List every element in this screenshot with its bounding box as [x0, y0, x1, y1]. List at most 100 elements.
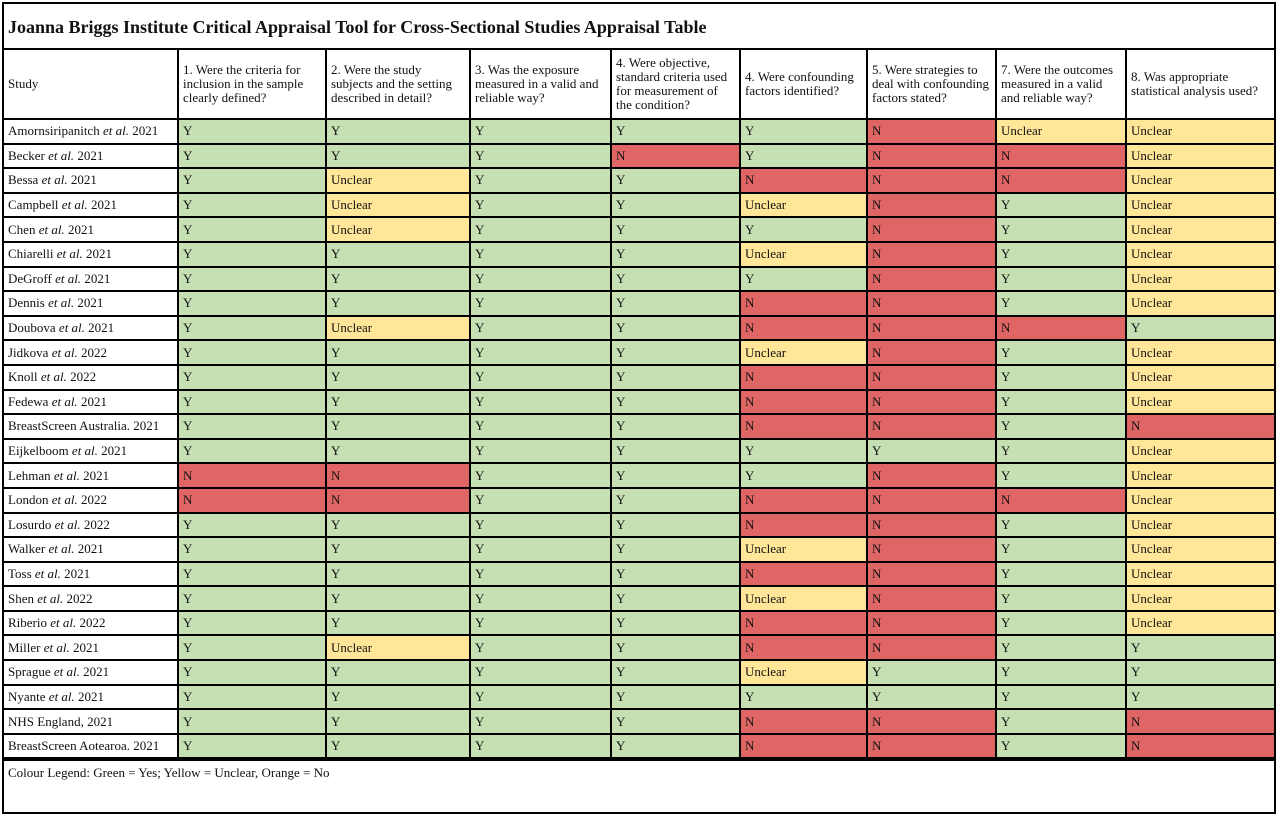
- rating-cell-q2: Y: [325, 536, 471, 563]
- rating-cell-q1: Y: [177, 609, 327, 637]
- study-author: Jidkova: [8, 344, 49, 360]
- rating-cell-q5: Unclear: [739, 240, 868, 268]
- study-cell: Sprague et al. 2021: [4, 659, 179, 686]
- rating-cell-q2: Y: [325, 290, 471, 317]
- study-etal: et al.: [43, 639, 70, 655]
- rating-cell-q1: Y: [177, 142, 327, 170]
- study-year: 2022: [79, 615, 106, 631]
- rating-cell-q1: N: [177, 462, 327, 489]
- study-year: 2021: [70, 172, 97, 188]
- rating-cell-q7: Y: [995, 265, 1127, 293]
- rating-cell-q3: Y: [469, 585, 612, 612]
- study-cell: BreastScreen Aotearoa. 2021: [4, 732, 179, 760]
- table-row: Lehman et al. 2021 N N Y Y Y N Y Unclear: [4, 462, 1274, 489]
- table-row: Shen et al. 2022 Y Y Y Y Unclear N Y Unclear: [4, 585, 1274, 612]
- study-year: 2022: [80, 492, 107, 508]
- header-q4-criteria: 4. Were objective, standard criteria use…: [610, 50, 741, 120]
- rating-cell-q7: Y: [995, 708, 1127, 735]
- rating-cell-q6: N: [866, 462, 997, 489]
- rating-cell-q8: Unclear: [1125, 167, 1274, 194]
- study-author: Riberio: [8, 615, 47, 631]
- rating-cell-q6: N: [866, 363, 997, 391]
- table-row: Sprague et al. 2021 Y Y Y Y Unclear Y Y Y: [4, 659, 1274, 686]
- study-etal: et al.: [48, 541, 75, 557]
- rating-cell-q6: Y: [866, 437, 997, 465]
- rating-cell-q8: Unclear: [1125, 240, 1274, 268]
- study-cell: Campbell et al. 2021: [4, 191, 179, 219]
- rating-cell-q7: Y: [995, 339, 1127, 366]
- rating-cell-q7: Y: [995, 511, 1127, 539]
- study-etal: et al.: [34, 565, 61, 581]
- rating-cell-q5: Unclear: [739, 191, 868, 219]
- study-author: NHS England,: [8, 713, 84, 729]
- table-row: Chen et al. 2021 Y Unclear Y Y Y N Y Unclear: [4, 216, 1274, 243]
- rating-cell-q2: Y: [325, 240, 471, 268]
- rating-cell-q5: N: [739, 732, 868, 760]
- rating-cell-q7: Y: [995, 536, 1127, 563]
- rating-cell-q6: N: [866, 388, 997, 416]
- rating-cell-q3: Y: [469, 659, 612, 686]
- study-cell: NHS England, 2021: [4, 708, 179, 735]
- table-body: Amornsiripanitch et al. 2021 Y Y Y Y Y N Unclea…: [4, 118, 1274, 760]
- rating-cell-q5: N: [739, 167, 868, 194]
- rating-cell-q7: Y: [995, 437, 1127, 465]
- rating-cell-q4: Y: [610, 240, 741, 268]
- header-q1: 1. Were the criteria for inclusion in th…: [177, 50, 327, 120]
- study-author: Nyante: [8, 688, 46, 704]
- study-author: Miller: [8, 639, 41, 655]
- rating-cell-q2: Unclear: [325, 167, 471, 194]
- rating-cell-q3: Y: [469, 437, 612, 465]
- study-cell: Bessa et al. 2021: [4, 167, 179, 194]
- rating-cell-q7: Y: [995, 290, 1127, 317]
- rating-cell-q1: Y: [177, 167, 327, 194]
- rating-cell-q4: Y: [610, 683, 741, 711]
- study-year: 2021: [133, 418, 160, 434]
- rating-cell-q8: Unclear: [1125, 363, 1274, 391]
- rating-cell-q8: Unclear: [1125, 265, 1274, 293]
- study-cell: London et al. 2022: [4, 486, 179, 514]
- rating-cell-q6: N: [866, 511, 997, 539]
- study-author: Shen: [8, 590, 34, 606]
- rating-cell-q1: Y: [177, 511, 327, 539]
- rating-cell-q1: Y: [177, 585, 327, 612]
- rating-cell-q6: N: [866, 290, 997, 317]
- study-year: 2022: [83, 516, 110, 532]
- study-etal: et al.: [48, 688, 75, 704]
- study-author: Toss: [8, 565, 32, 581]
- rating-cell-q2: Y: [325, 585, 471, 612]
- header-q2: 2. Were the study subjects and the setti…: [325, 50, 471, 120]
- study-etal: et al.: [51, 492, 78, 508]
- rating-cell-q2: N: [325, 462, 471, 489]
- study-etal: et al.: [51, 344, 78, 360]
- table-row: Chiarelli et al. 2021 Y Y Y Y Unclear N Y Unclea…: [4, 240, 1274, 268]
- rating-cell-q5: Y: [739, 462, 868, 489]
- rating-cell-q1: Y: [177, 240, 327, 268]
- rating-cell-q2: Y: [325, 142, 471, 170]
- table-row: Knoll et al. 2022 Y Y Y Y N N Y Unclear: [4, 363, 1274, 391]
- rating-cell-q3: Y: [469, 560, 612, 588]
- study-author: Dennis: [8, 295, 45, 311]
- rating-cell-q4: Y: [610, 708, 741, 735]
- rating-cell-q6: N: [866, 265, 997, 293]
- table-row: Campbell et al. 2021 Y Unclear Y Y Unclear N Y U…: [4, 191, 1274, 219]
- rating-cell-q3: Y: [469, 388, 612, 416]
- study-year: 2021: [132, 123, 159, 139]
- rating-cell-q3: Y: [469, 536, 612, 563]
- study-year: 2021: [83, 467, 110, 483]
- rating-cell-q8: Unclear: [1125, 216, 1274, 243]
- header-q3: 3. Was the exposure measured in a valid …: [469, 50, 612, 120]
- rating-cell-q2: Y: [325, 609, 471, 637]
- study-cell: Losurdo et al. 2022: [4, 511, 179, 539]
- table-row: BreastScreen Australia. 2021 Y Y Y Y N N Y N: [4, 413, 1274, 440]
- rating-cell-q8: Y: [1125, 659, 1274, 686]
- rating-cell-q4: Y: [610, 560, 741, 588]
- study-year: 2021: [64, 565, 91, 581]
- rating-cell-q5: N: [739, 388, 868, 416]
- rating-cell-q4: Y: [610, 167, 741, 194]
- rating-cell-q1: Y: [177, 339, 327, 366]
- rating-cell-q3: Y: [469, 708, 612, 735]
- rating-cell-q7: Y: [995, 216, 1127, 243]
- rating-cell-q6: N: [866, 314, 997, 342]
- study-cell: Fedewa et al. 2021: [4, 388, 179, 416]
- study-year: 2021: [84, 270, 111, 286]
